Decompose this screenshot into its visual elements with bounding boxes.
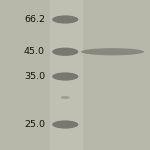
Ellipse shape	[52, 72, 78, 81]
Ellipse shape	[52, 48, 78, 56]
Ellipse shape	[52, 120, 78, 129]
Text: 25.0: 25.0	[24, 120, 45, 129]
Ellipse shape	[81, 48, 144, 55]
Text: 35.0: 35.0	[24, 72, 45, 81]
Ellipse shape	[61, 96, 70, 99]
Ellipse shape	[52, 15, 78, 24]
Text: 66.2: 66.2	[24, 15, 45, 24]
FancyBboxPatch shape	[50, 0, 82, 150]
Text: 45.0: 45.0	[24, 47, 45, 56]
